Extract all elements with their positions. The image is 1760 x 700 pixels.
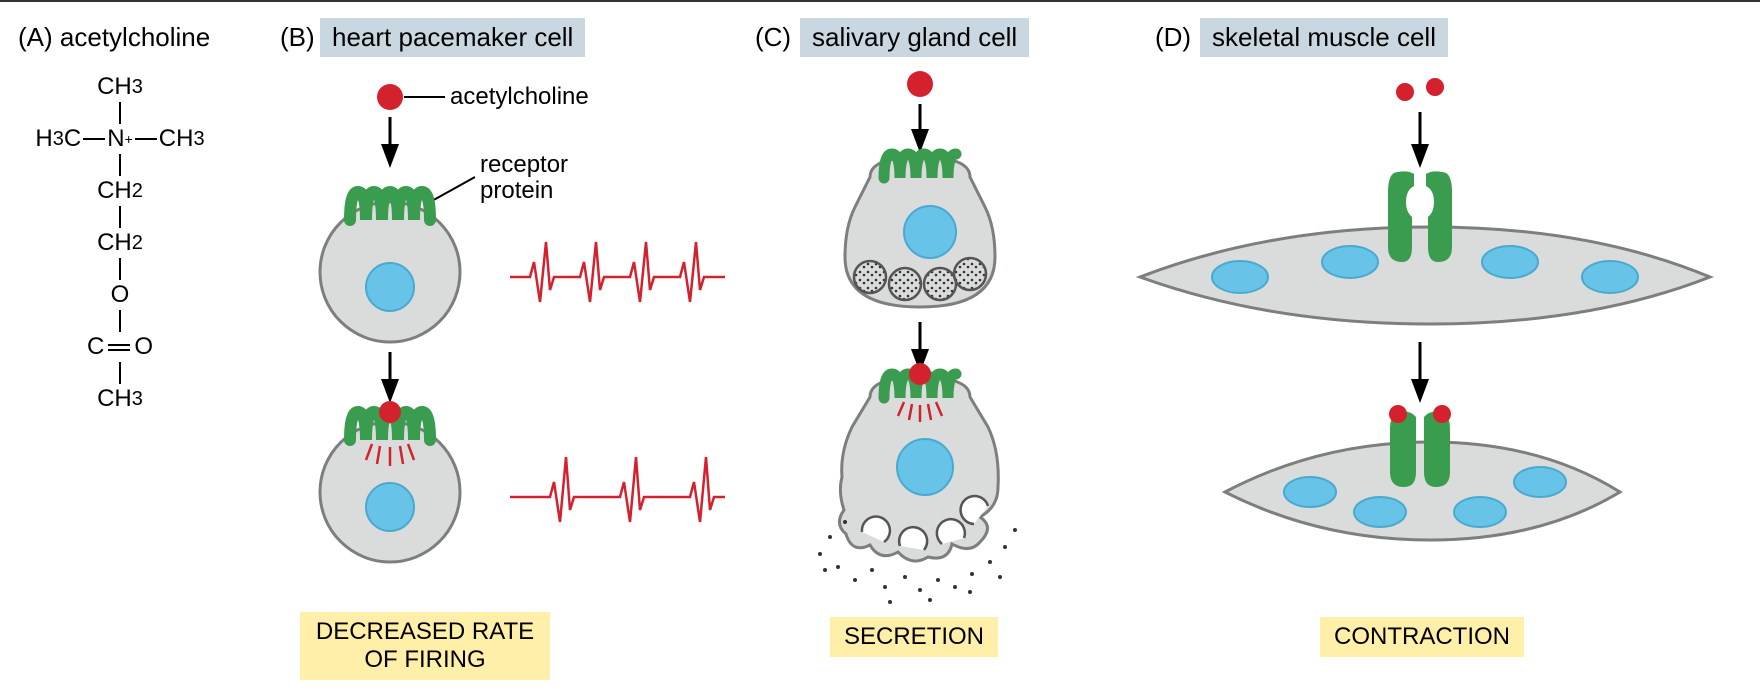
panel-c-label: (C) — [755, 22, 791, 53]
panel-a-label: (A) acetylcholine — [18, 22, 210, 53]
panel-c-svg — [770, 62, 1090, 622]
panel-d-svg — [1130, 62, 1730, 622]
acetylcholine-dot — [377, 84, 403, 110]
acetylcholine-structure: CH3 H3CN+CH3 CH2 CH2 O CO CH3 — [20, 72, 220, 414]
panel-b-label: (B) — [280, 22, 315, 53]
panel-d-header: skeletal muscle cell — [1200, 18, 1448, 57]
svg-text:receptor: receptor — [480, 151, 568, 178]
panel-c-header: salivary gland cell — [800, 18, 1029, 57]
panel-b-header: heart pacemaker cell — [320, 18, 585, 57]
ecg-slow — [510, 457, 725, 522]
panel-b-svg: acetylcholine receptor protein — [270, 62, 730, 622]
nucleus-icon — [366, 263, 414, 311]
panel-d-result: CONTRACTION — [1320, 617, 1524, 657]
panel-d-label: (D) — [1155, 22, 1191, 53]
svg-text:protein: protein — [480, 177, 553, 204]
panel-b-result: DECREASED RATE OF FIRING — [300, 612, 550, 680]
ecg-fast — [510, 242, 725, 302]
ach-annot: acetylcholine — [450, 83, 589, 110]
panel-c-result: SECRETION — [830, 617, 998, 657]
